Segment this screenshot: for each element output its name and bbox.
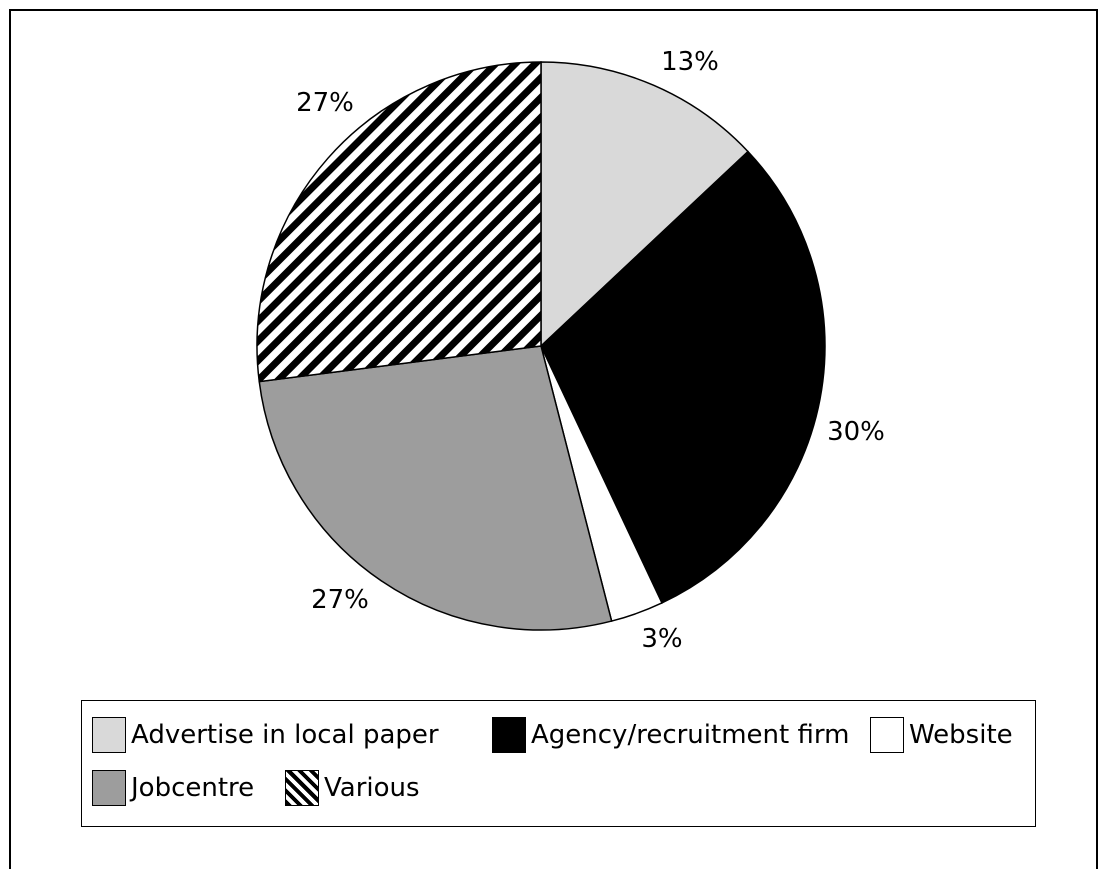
legend-label-advertise: Advertise in local paper	[131, 720, 439, 750]
legend-swatch-jobcentre	[92, 770, 126, 806]
slice-label-various: 27%	[296, 88, 354, 118]
legend-item-website: Website	[870, 716, 1013, 754]
slice-label-agency: 30%	[827, 417, 885, 447]
slice-label-advertise: 13%	[661, 47, 719, 77]
pie-chart: 13% 30% 3% 27% 27%	[256, 47, 885, 654]
pie-slice-advertise	[540, 61, 750, 348]
legend-label-jobcentre: Jobcentre	[131, 773, 255, 803]
legend-swatch-various	[285, 770, 319, 806]
chart-frame	[9, 9, 1098, 869]
slice-label-jobcentre: 27%	[311, 585, 369, 615]
slice-label-website: 3%	[641, 624, 682, 654]
legend-swatch-agency	[492, 717, 526, 753]
legend-item-agency: Agency/recruitment firm	[492, 716, 849, 754]
legend-item-advertise: Advertise in local paper	[92, 716, 439, 754]
pie-slice-agency	[540, 150, 826, 604]
legend-label-website: Website	[909, 720, 1013, 750]
legend-label-various: Various	[324, 773, 420, 803]
legend-label-agency: Agency/recruitment firm	[531, 720, 850, 750]
pie-slice-various	[256, 61, 542, 383]
legend: Advertise in local paper Agency/recruitm…	[81, 700, 1036, 827]
legend-swatch-advertise	[92, 717, 126, 753]
pie-slice-jobcentre	[258, 345, 613, 631]
legend-swatch-website	[870, 717, 904, 753]
legend-item-various: Various	[285, 769, 420, 807]
legend-item-jobcentre: Jobcentre	[92, 769, 254, 807]
